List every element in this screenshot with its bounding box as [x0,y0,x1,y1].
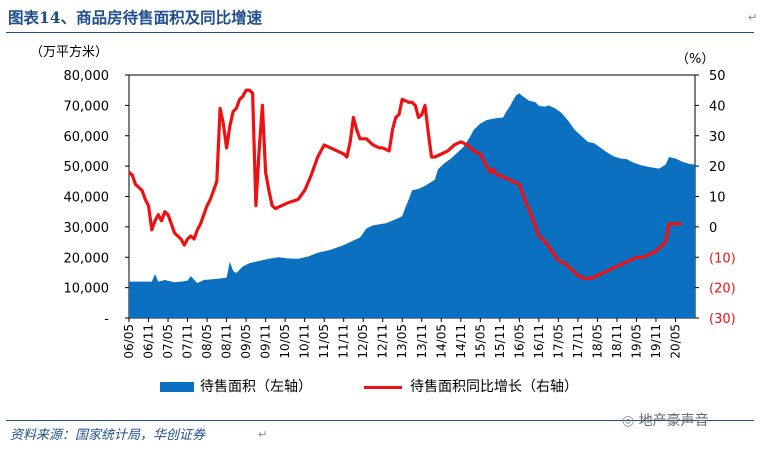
x-tick-label: 13/11 [415,324,429,359]
right-tick-label: 40 [709,99,726,114]
source-note: 资料来源：国家统计局，华创证券 [10,428,206,443]
legend-label-area: 待售面积（左轴） [200,379,312,395]
x-tick-label: 15/11 [493,324,507,359]
watermark: ◎ 地产豪声音 [622,410,709,430]
left-tick-label: 30,000 [64,221,110,236]
x-tick-label: 06/05 [122,324,136,359]
x-tick-label: 16/05 [512,324,526,359]
x-tick-label: 19/11 [649,324,663,359]
x-tick-label: 18/05 [590,324,604,359]
right-tick-label: 0 [709,221,717,236]
left-axis-unit: （万平方米） [30,44,108,60]
left-tick-label: 10,000 [64,282,110,297]
right-tick-label: 30 [709,130,726,145]
x-tick-label: 17/11 [571,324,585,359]
x-tick-label: 07/05 [161,324,175,359]
x-tick-label: 20/05 [668,324,682,359]
right-tick-label: 50 [709,69,726,84]
x-tick-label: 08/11 [220,324,234,359]
x-tick-label: 11/05 [317,324,331,359]
right-tick-label: 20 [709,160,726,175]
x-tick-label: 15/05 [473,324,487,359]
x-tick-label: 06/11 [142,324,156,359]
right-tick-label: 10 [709,191,726,206]
x-tick-label: 10/05 [278,324,292,359]
plot-group: - 10,000 20,000 30,000 40,000 50,000 60,000 70,… [64,69,736,359]
x-tick-label: 12/11 [376,324,390,359]
left-tick-label: 60,000 [64,130,110,145]
series-area-inventory [129,93,695,318]
left-tick-label: 20,000 [64,251,110,266]
title-divider [6,32,754,33]
left-tick-label: 50,000 [64,160,110,175]
x-tick-label: 12/05 [356,324,370,359]
x-tick-label: 08/05 [200,324,214,359]
left-tick-label: - [104,312,109,327]
x-tick-label: 17/05 [551,324,565,359]
right-tick-label: (20) [709,282,736,297]
x-tick-label: 14/05 [434,324,448,359]
watermark-text: 地产豪声音 [638,413,709,429]
x-tick-label: 19/05 [629,324,643,359]
left-tick-label: 80,000 [64,69,110,84]
x-tick-label: 16/11 [532,324,546,359]
x-tick-label: 18/11 [610,324,624,359]
legend-swatch-line [364,386,402,389]
x-tick-label: 11/11 [337,324,351,359]
x-tick-label: 07/11 [181,324,195,359]
source-divider [6,420,754,421]
x-tick-label: 10/11 [298,324,312,359]
right-tick-label: (10) [709,251,736,266]
series-line-yoy [127,88,682,281]
return-mark-icon: ↵ [748,11,758,24]
x-tick-label: 09/05 [239,324,253,359]
legend-label-line: 待售面积同比增长（右轴） [410,379,578,395]
x-tick-label: 14/11 [454,324,468,359]
return-mark-icon: ↵ [258,428,268,441]
x-tick-label: 13/05 [395,324,409,359]
right-axis-unit: （%） [676,52,714,67]
chart-title: 图表14、商品房待售面积及同比增速 [8,8,263,27]
right-tick-label: (30) [709,312,736,327]
wechat-icon: ◎ [622,413,635,429]
left-tick-label: 70,000 [64,99,110,114]
legend-swatch-area [160,382,194,392]
x-tick-label: 09/11 [259,324,273,359]
left-tick-label: 40,000 [64,191,110,206]
